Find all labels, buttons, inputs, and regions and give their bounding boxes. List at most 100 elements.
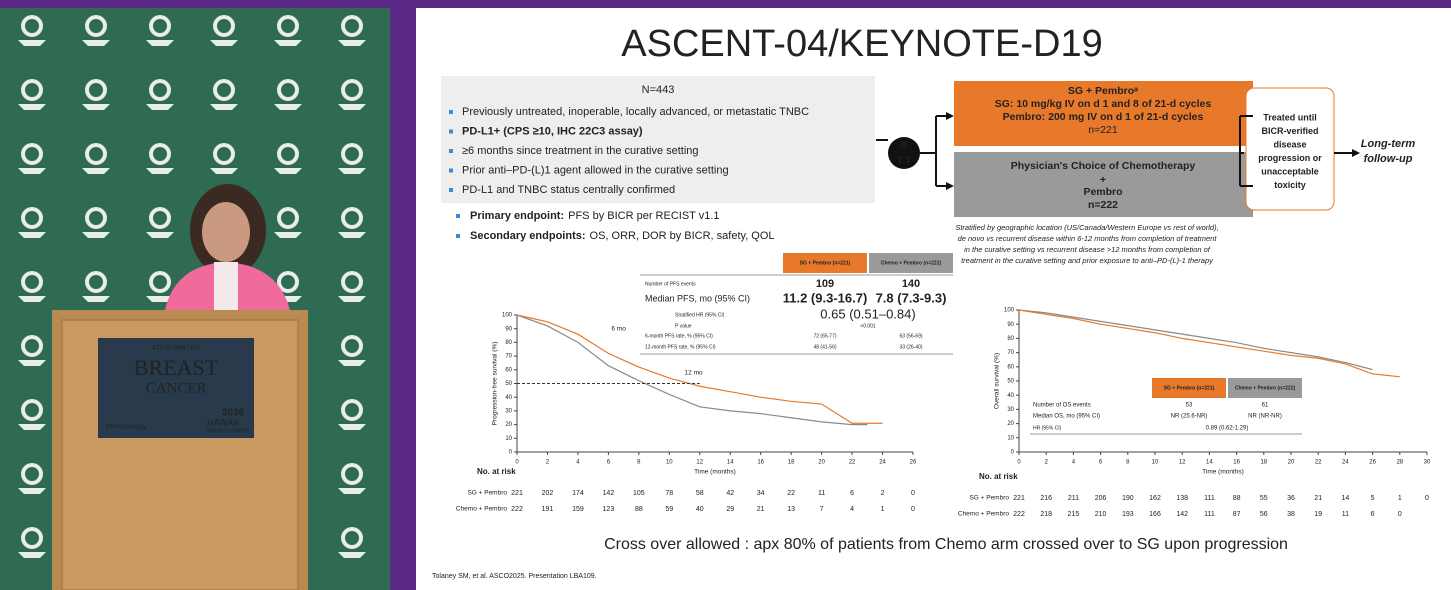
risk-value: 19 [1314,511,1322,518]
treatment-line: disease [1273,139,1306,149]
x-tick-label: 18 [788,460,795,466]
bullet [449,168,453,173]
table-cell: 0.65 (0.51–0.84) [820,306,915,321]
endpoint-text: PFS by BICR per RECIST v1.1 [568,210,719,222]
citation: Tolaney SM, et al. ASCO2025. Presentatio… [432,573,597,580]
risk-value: 11 [1342,511,1349,518]
y-axis-label: Progression-free survival (%) [492,342,499,426]
x-tick-label: 14 [727,460,734,466]
sign-year: 2026 [222,408,245,419]
x-tick-label: 2 [1045,460,1049,466]
randomization-letter: R [901,140,908,150]
sign-text: 4TH SUMMIT ON [152,346,199,352]
eligibility-item: Prior anti–PD-(L)1 agent allowed in the … [462,164,729,176]
stratification-line: treatment in the curative setting and pr… [961,256,1214,265]
x-tick-label: 28 [1396,460,1403,466]
risk-row-name: SG + Pembro [969,495,1009,502]
slide-title: ASCENT-04/KEYNOTE-D19 [621,23,1102,65]
endpoint-label: Secondary endpoints: [470,230,586,242]
risk-value: 111 [1204,495,1215,502]
table-header: SG + Pembro (n=221) [1164,385,1215,391]
risk-value: 21 [1314,495,1322,502]
table-row-label: Number of PFS events [645,281,696,287]
risk-value: 222 [511,506,523,513]
y-tick-label: 0 [509,450,513,456]
eligibility-box [441,76,875,203]
risk-value: 166 [1149,511,1161,518]
x-tick-label: 10 [666,460,673,466]
y-tick-label: 30 [1007,407,1014,413]
table-cell: <0.001 [860,323,876,329]
x-tick-label: 24 [879,460,886,466]
risk-value: 29 [726,506,734,513]
bullet [456,214,460,218]
x-tick-label: 4 [1072,460,1076,466]
risk-value: 14 [1342,495,1350,502]
x-tick-label: 12 [696,460,703,466]
risk-value: 59 [665,506,673,513]
randomization-ratio: 1:1 [897,154,910,164]
sign-brand: DAVAOncology [106,425,147,431]
x-tick-label: 30 [1424,460,1431,466]
sign-place-sub: BREAST CANCER [207,428,250,434]
survival-curve [516,314,883,424]
crossover-note: Cross over allowed : apx 80% of patients… [604,536,1288,553]
table-header: Chemo + Pembro (n=222) [881,260,942,266]
y-tick-label: 70 [1007,350,1014,356]
arm2-line: n=222 [1088,199,1118,211]
x-tick-label: 6 [607,460,611,466]
table-cell: 33 (26-40) [899,344,922,350]
risk-value: 159 [572,506,584,513]
risk-value: 21 [757,506,765,513]
stratification-line: in the curative setting vs recurrent dis… [964,245,1211,254]
x-tick-label: 22 [849,460,856,466]
risk-value: 1 [881,506,885,513]
arm1-line: SG: 10 mg/kg IV on d 1 and 8 of 21-d cyc… [995,98,1212,110]
risk-value: 4 [850,506,854,513]
table-row-label: Median PFS, mo (95% CI) [645,293,750,303]
table-cell: 53 [1186,403,1193,409]
table-cell: 48 (41-56) [813,344,836,350]
table-cell: 140 [902,278,920,290]
x-tick-label: 0 [515,460,519,466]
y-tick-label: 80 [505,340,512,346]
table-cell: 11.2 (9.3-16.7) [783,290,868,305]
x-axis-label: Time (months) [1202,469,1244,476]
y-tick-label: 90 [1007,322,1014,328]
risk-row-name: SG + Pembro [467,490,507,497]
treatment-line: toxicity [1274,180,1306,190]
y-tick-label: 70 [505,354,512,360]
x-tick-label: 26 [1369,460,1376,466]
treatment-line: Treated until [1263,112,1317,122]
risk-value: 11 [818,490,825,497]
y-tick-label: 20 [1007,421,1014,427]
risk-value: 1 [1398,495,1402,502]
risk-value: 222 [1013,511,1025,518]
risk-value: 123 [603,506,615,513]
y-tick-label: 30 [505,408,512,414]
x-tick-label: 24 [1342,460,1349,466]
risk-value: 202 [542,490,554,497]
table-row-label: 6-month PFS rate, % (95% CI) [645,333,713,339]
risk-value: 22 [787,490,795,497]
y-tick-label: 90 [505,326,512,332]
arm2-box [954,152,1253,217]
table-row-label: HR (95% CI) [1033,425,1062,431]
x-tick-label: 16 [757,460,764,466]
risk-value: 211 [1068,495,1079,502]
endpoint: Primary endpoint: PFS by BICR per RECIST … [470,210,720,222]
risk-value: 218 [1040,511,1052,518]
risk-value: 56 [1260,511,1268,518]
stratification-line: Stratified by geographic location (US/Ca… [955,223,1218,232]
risk-value: 206 [1095,495,1107,502]
treatment-box [1245,87,1335,211]
table-cell: 7.8 (7.3-9.3) [876,290,947,305]
x-tick-label: 8 [637,460,641,466]
risk-value: 2 [881,490,885,497]
sign-text: BREAST [134,355,219,380]
arm2-line: Pembro [1083,186,1122,198]
table-row-label: 12-month PFS rate, % (95% CI) [645,344,716,350]
table-header: Chemo + Pembro (n=222) [1235,385,1296,391]
survival-curve [1018,309,1400,378]
